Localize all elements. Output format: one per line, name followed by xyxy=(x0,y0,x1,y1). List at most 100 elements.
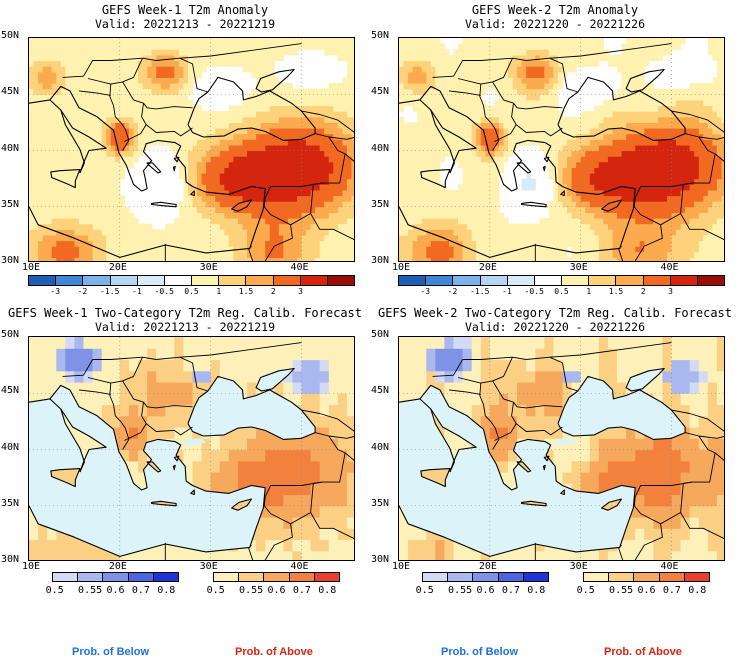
colorbar-tick-label: 0.55 xyxy=(448,585,473,596)
lon-label: 40E xyxy=(660,262,679,273)
colorbar-tick-label: 0.7 xyxy=(131,585,150,596)
legend-prob-below-week1: Prob. of Below xyxy=(72,646,149,658)
anomaly-map-week2 xyxy=(398,37,725,262)
lat-label: 30N xyxy=(371,554,390,565)
colorbar-swatch xyxy=(164,276,193,285)
colorbar-tick-label: 0.8 xyxy=(157,585,176,596)
colorbar-swatch xyxy=(426,276,454,285)
anomaly-colorbar-week1 xyxy=(28,275,355,286)
lat-label: 35N xyxy=(1,198,20,210)
coastlines-borders xyxy=(29,43,354,261)
island-crete xyxy=(521,501,547,506)
lat-label: 45N xyxy=(371,86,390,98)
colorbar-tick-label: 0.5 xyxy=(576,585,595,596)
colorbar-tick-label: -3 xyxy=(420,287,431,296)
colorbar-tick-label: 2 xyxy=(270,287,276,296)
colorbar-swatch xyxy=(453,276,481,285)
lon-label: 10E xyxy=(392,262,411,273)
lon-label: 10E xyxy=(392,561,411,572)
colorbar-swatch xyxy=(659,573,685,581)
anomaly-map-week1 xyxy=(28,37,355,262)
colorbar-swatch xyxy=(300,276,328,285)
lon-label: 20E xyxy=(108,561,127,572)
sea-azov xyxy=(626,368,665,391)
colorbar-tick-label: -1 xyxy=(132,287,142,296)
prob-above-colorbar-week2 xyxy=(583,572,710,582)
colorbar-swatch xyxy=(83,276,111,285)
lon-label: 10E xyxy=(22,561,41,572)
graticule xyxy=(29,337,354,560)
panel-week1-probability: GEFS Week-1 Two-Category T2m Reg. Calib.… xyxy=(0,300,370,662)
colorbar-swatch xyxy=(523,573,549,581)
colorbar-tick-label: 0.5 xyxy=(206,585,225,596)
colorbar-swatch xyxy=(697,276,725,285)
panel-title: GEFS Week-2 T2m Anomaly xyxy=(471,3,639,17)
lat-label: 50N xyxy=(371,30,390,41)
panel-title: GEFS Week-2 Two-Category T2m Reg. Calib.… xyxy=(377,306,732,320)
colorbar-swatch xyxy=(103,573,129,581)
graticule xyxy=(399,38,724,261)
prob-above-colorbar-week1 xyxy=(213,572,340,582)
colorbar-swatch xyxy=(616,276,644,285)
sea-ionian xyxy=(399,429,636,557)
colorbar-tick-label: 1.5 xyxy=(238,287,254,296)
colorbar-swatch xyxy=(219,276,247,285)
coastlines-borders xyxy=(399,43,724,261)
panel-week2-probability: GEFS Week-2 Two-Category T2m Reg. Calib.… xyxy=(370,300,740,662)
lat-label: 45N xyxy=(371,385,390,397)
colorbar-swatch xyxy=(534,276,563,285)
island-cyprus xyxy=(231,499,252,511)
sea-ionian xyxy=(29,429,266,557)
lon-label: 30E xyxy=(569,561,588,572)
colorbar-swatch xyxy=(273,276,301,285)
sea-adriatic xyxy=(49,385,114,448)
sea-aegean xyxy=(513,439,563,503)
colorbar-swatch xyxy=(473,573,499,581)
colorbar-tick-label: -1.5 xyxy=(470,287,490,296)
legend-prob-above-week1: Prob. of Above xyxy=(235,646,313,658)
colorbar-tick-label: -0.5 xyxy=(154,287,174,296)
lon-label: 20E xyxy=(478,561,497,572)
colorbar-tick-label: 0.7 xyxy=(501,585,520,596)
colorbar-tick-label: -0.5 xyxy=(524,287,544,296)
colorbar-tick-label: 0.55 xyxy=(239,585,264,596)
lat-label: 50N xyxy=(1,329,20,340)
colorbar-tick-label: 1 xyxy=(216,287,222,296)
lat-label: 50N xyxy=(1,30,20,41)
lat-label: 35N xyxy=(1,497,20,509)
sea-black xyxy=(558,376,686,440)
sea-azov xyxy=(256,368,295,391)
colorbar-tick-label: 0.6 xyxy=(106,585,125,596)
lon-label: 40E xyxy=(660,561,679,572)
colorbar-swatch xyxy=(589,276,617,285)
panel-valid-date: Valid: 20221213 - 20221219 xyxy=(94,17,275,31)
colorbar-tick-label: 0.6 xyxy=(267,585,286,596)
map-canvas xyxy=(29,337,354,560)
colorbar-swatch xyxy=(53,573,79,581)
panel-title: GEFS Week-1 T2m Anomaly xyxy=(101,3,269,17)
colorbar-swatch xyxy=(153,573,179,581)
lat-label: 40N xyxy=(371,441,390,453)
colorbar-swatch xyxy=(56,276,84,285)
sea-tyrrhenian xyxy=(399,398,455,481)
probability-map-week2 xyxy=(398,336,725,561)
colorbar-swatch xyxy=(29,276,57,285)
colorbar-swatch xyxy=(507,276,535,285)
sea-mask xyxy=(399,368,686,557)
lat-label: 45N xyxy=(1,86,20,98)
sea-mask xyxy=(29,368,316,557)
lat-label: 35N xyxy=(371,497,390,509)
prob-below-colorbar-week1 xyxy=(52,572,179,582)
colorbar-tick-label: -2 xyxy=(447,287,458,296)
colorbar-tick-label: 3 xyxy=(298,287,303,296)
graticule xyxy=(399,337,724,560)
island-crete xyxy=(151,501,177,506)
coastlines-borders xyxy=(29,342,354,560)
colorbar-tick-label: 0.5 xyxy=(184,287,199,296)
lat-label: 40N xyxy=(1,441,20,453)
island-euboea xyxy=(517,461,531,472)
lat-label: 40N xyxy=(371,142,390,154)
map-canvas xyxy=(399,38,724,261)
sea-marmara xyxy=(550,438,577,445)
colorbar-swatch xyxy=(423,573,449,581)
